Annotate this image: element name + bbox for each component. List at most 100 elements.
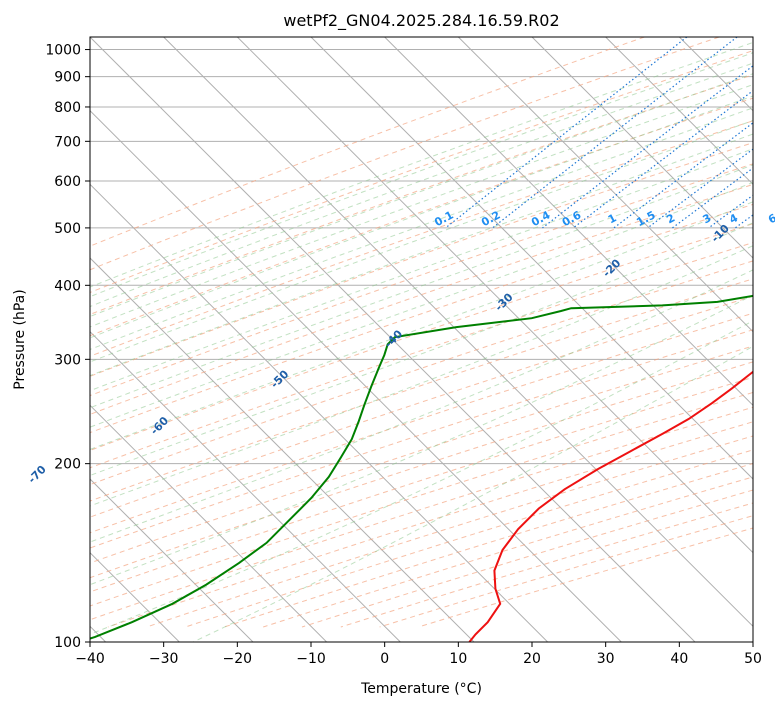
dry-adiabat-line: [90, 391, 753, 607]
y-tick-label: 700: [54, 134, 81, 150]
isotherm-line: [752, 37, 753, 38]
mixing-ratio-label: 2: [664, 211, 677, 226]
dry-adiabat-line: [418, 527, 753, 628]
x-tick-label: −40: [75, 651, 105, 667]
mixing-ratio-label: 3: [701, 211, 714, 226]
y-tick-label: 900: [54, 70, 81, 86]
dry-adiabat-line: [263, 476, 753, 628]
plot-frame: [89, 36, 754, 643]
isotherm-label: -20: [600, 256, 623, 279]
y-axis: 100 200 300 400 500 600 700 800 900 1000: [45, 43, 90, 651]
dry-adiabat-line: [90, 97, 753, 337]
moist-adiabat-line: [90, 201, 753, 451]
isotherm-line: [163, 37, 753, 628]
dry-adiabat-line: [90, 312, 753, 534]
isotherm-line: [90, 109, 622, 642]
y-tick-label: 100: [54, 635, 81, 651]
x-tick-label: 30: [597, 651, 615, 667]
isotherm-line: [90, 478, 254, 642]
x-tick-label: 20: [523, 651, 541, 667]
isotherm-line: [605, 37, 753, 186]
y-tick-label: 800: [54, 100, 81, 116]
x-tick-label: −10: [296, 651, 326, 667]
mixing-ratio-label: 4: [727, 211, 740, 226]
x-tick-label: 0: [380, 651, 389, 667]
mixing-ratio-label: 0.1: [432, 208, 455, 229]
isotherm-label: -30: [492, 290, 515, 313]
mixing-ratio-line: [542, 65, 753, 229]
x-tick-label: −20: [223, 651, 253, 667]
mixing-ratio-line: [492, 37, 738, 229]
isotherm-label: -60: [148, 414, 171, 437]
isotherm-line: [90, 404, 328, 642]
background-lines: [90, 37, 753, 642]
isotherm-line: [90, 183, 549, 642]
moist-adiabat-line: [90, 294, 753, 586]
x-tick-label: 50: [744, 651, 762, 667]
isotherm-line: [236, 37, 753, 554]
y-axis-label: Pressure (hPa): [12, 289, 28, 389]
dry-adiabat-line: [90, 345, 753, 564]
dry-adiabat-line: [90, 37, 645, 247]
moist-adiabat-line: [90, 95, 753, 339]
y-tick-label: 500: [54, 221, 81, 237]
isotherm-line: [457, 37, 753, 333]
x-tick-label: 10: [449, 651, 467, 667]
temperature-profile-line: [468, 370, 753, 642]
mixing-ratio-label: 0.4: [529, 208, 553, 229]
dry-adiabat-line: [224, 463, 753, 628]
y-tick-label: 600: [54, 174, 81, 190]
dewpoint-profile-line: [90, 294, 753, 640]
mixing-ratio-label: 1: [606, 211, 619, 226]
dry-adiabat-line: [90, 223, 753, 451]
y-tick-label: 200: [54, 457, 81, 473]
dry-adiabat-line: [90, 163, 753, 397]
dry-adiabat-line: [90, 295, 753, 518]
x-axis-label: Temperature (°C): [360, 681, 482, 697]
moist-adiabat-line: [90, 41, 753, 288]
moist-adiabat-line: [90, 181, 753, 428]
dry-adiabat-line: [90, 142, 753, 377]
dry-adiabat-line: [90, 50, 753, 294]
moist-adiabat-line: [90, 148, 753, 392]
isotherm-line: [678, 37, 753, 112]
mixing-ratio-label: 1.5: [634, 208, 657, 229]
y-tick-label: 300: [54, 352, 81, 368]
mixing-ratio-label: 6: [766, 211, 775, 226]
dry-adiabat-line: [90, 120, 753, 357]
chart-title: wetPf2_GN04.2025.284.16.59.R02: [283, 11, 559, 31]
isotherm-label: -40: [382, 327, 405, 350]
moist-adiabat-line: [192, 345, 753, 642]
mixing-ratio-label: 0.2: [479, 208, 502, 229]
isotherm-label: -50: [268, 367, 291, 390]
moist-adiabat-line: [90, 84, 753, 328]
x-axis: −40 −30 −20 −10 0 10 20 30 40 50: [75, 642, 762, 667]
moist-adiabat-line: [90, 73, 753, 318]
dry-adiabat-line: [146, 435, 753, 628]
dry-adiabat-line: [340, 502, 753, 628]
y-tick-label: 1000: [45, 43, 81, 59]
x-tick-label: −30: [149, 651, 179, 667]
dry-adiabat-line: [90, 203, 753, 434]
isotherm-line: [90, 257, 475, 642]
x-tick-label: 40: [670, 651, 688, 667]
isotherm-label: -10: [709, 222, 732, 245]
isotherm-line: [384, 37, 753, 407]
mixing-ratio-line: [572, 89, 753, 229]
isotherm-line: [310, 37, 753, 480]
mixing-ratio-line: [734, 214, 753, 229]
moist-adiabat-line: [90, 245, 753, 507]
dry-adiabat-line: [90, 329, 753, 549]
dry-adiabat-line: [90, 183, 753, 415]
y-tick-label: 400: [54, 278, 81, 294]
isotherm-label: -70: [26, 463, 49, 486]
dry-adiabat-line: [107, 421, 753, 628]
dry-adiabat-line: [90, 376, 753, 593]
dry-adiabat-line: [90, 37, 720, 271]
moist-adiabat-line: [90, 62, 753, 308]
isotherm-line: [90, 330, 401, 642]
mixing-ratio-line: [672, 167, 753, 229]
profile-lines: [90, 294, 753, 642]
moist-adiabat-line: [90, 52, 753, 298]
